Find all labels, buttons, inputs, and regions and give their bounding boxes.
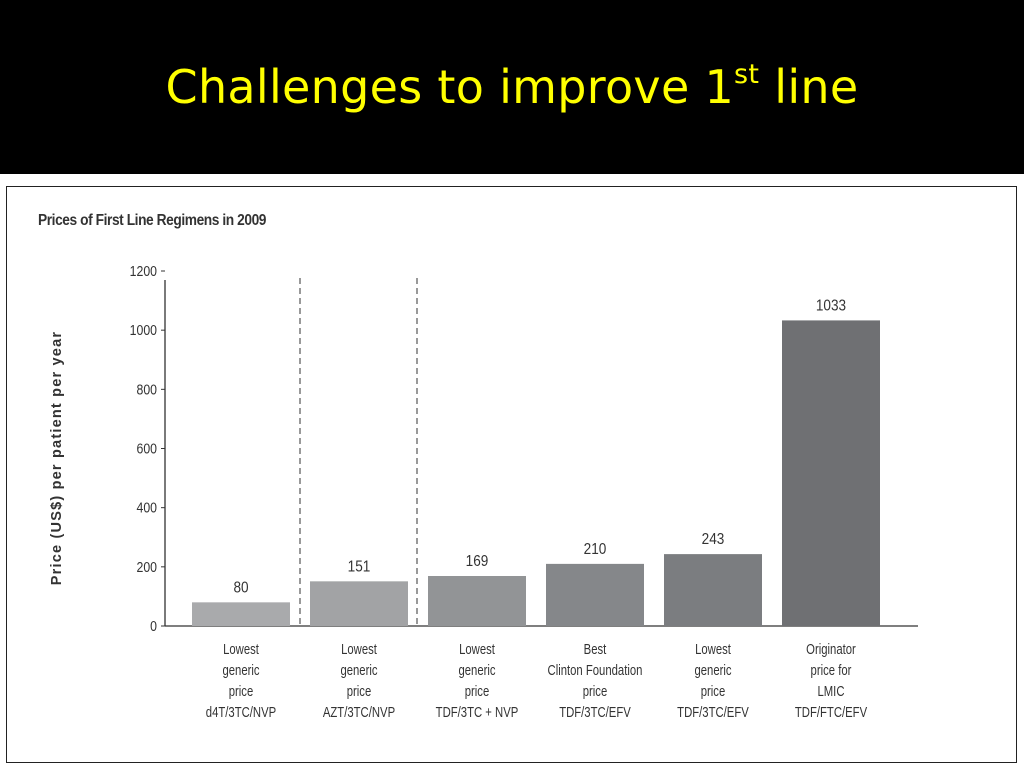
x-category-label: price — [229, 683, 254, 700]
x-category-label: Lowest — [223, 641, 259, 658]
x-category-label: TDF/3TC + NVP — [436, 704, 519, 721]
x-category-label: price — [583, 683, 608, 700]
x-category-label: LMIC — [817, 683, 844, 700]
slide-title-end: line — [759, 60, 859, 114]
chart-title: Prices of First Line Regimens in 2009 — [38, 212, 267, 229]
x-category-label: Originator — [806, 641, 856, 658]
x-category-label: generic — [694, 662, 732, 679]
x-category-label: generic — [340, 662, 378, 679]
x-category-label: price — [347, 683, 372, 700]
x-category-label: AZT/3TC/NVP — [323, 704, 395, 721]
x-category-label: TDF/3TC/EFV — [559, 704, 631, 721]
y-tick-label: 1200 — [130, 263, 158, 279]
x-category-label: price — [701, 683, 726, 700]
y-tick-label: 0 — [150, 618, 157, 634]
x-category-label: Clinton Foundation — [548, 662, 643, 679]
bar-value-label: 210 — [584, 541, 607, 558]
y-tick-label: 600 — [136, 440, 157, 456]
bar-value-label: 1033 — [816, 297, 846, 314]
bar-value-label: 151 — [348, 558, 371, 575]
x-category-label: Best — [584, 641, 607, 658]
bar — [310, 581, 408, 626]
y-axis-title: Price (US$) per patient per year — [49, 331, 65, 585]
bar — [192, 602, 290, 626]
bar-value-label: 80 — [233, 579, 248, 596]
figure-panel: Prices of First Line Regimens in 2009 0 2… — [0, 174, 1024, 768]
slide-title-superscript: st — [734, 58, 760, 90]
y-tick-label: 400 — [136, 500, 157, 516]
bar-value-label: 243 — [702, 531, 725, 548]
figure-frame — [6, 186, 1017, 763]
x-category-label: price — [465, 683, 490, 700]
y-tick-label: 200 — [136, 559, 157, 575]
x-category-label: TDF/FTC/EFV — [795, 704, 868, 721]
bar — [546, 563, 644, 626]
y-tick-label: 800 — [136, 381, 157, 397]
x-category-label: Lowest — [695, 641, 731, 658]
slide-title-text: Challenges to improve 1 — [165, 60, 735, 114]
bar-value-label: 169 — [466, 553, 489, 570]
x-category-label: TDF/3TC/EFV — [677, 704, 749, 721]
x-category-label: generic — [222, 662, 260, 679]
x-category-label: price for — [811, 662, 852, 679]
bar — [664, 554, 762, 626]
slide-title: Challenges to improve 1st line — [0, 58, 1024, 114]
bar — [428, 576, 526, 626]
bar-chart: 0 200 400 600 800 1000 1200 Price (US$) per pat… — [49, 263, 918, 721]
x-category-label: generic — [458, 662, 496, 679]
bar — [782, 320, 880, 626]
x-category-label: Lowest — [459, 641, 495, 658]
x-category-label: Lowest — [341, 641, 377, 658]
y-tick-label: 1000 — [130, 322, 158, 338]
x-category-label: d4T/3TC/NVP — [206, 704, 276, 721]
